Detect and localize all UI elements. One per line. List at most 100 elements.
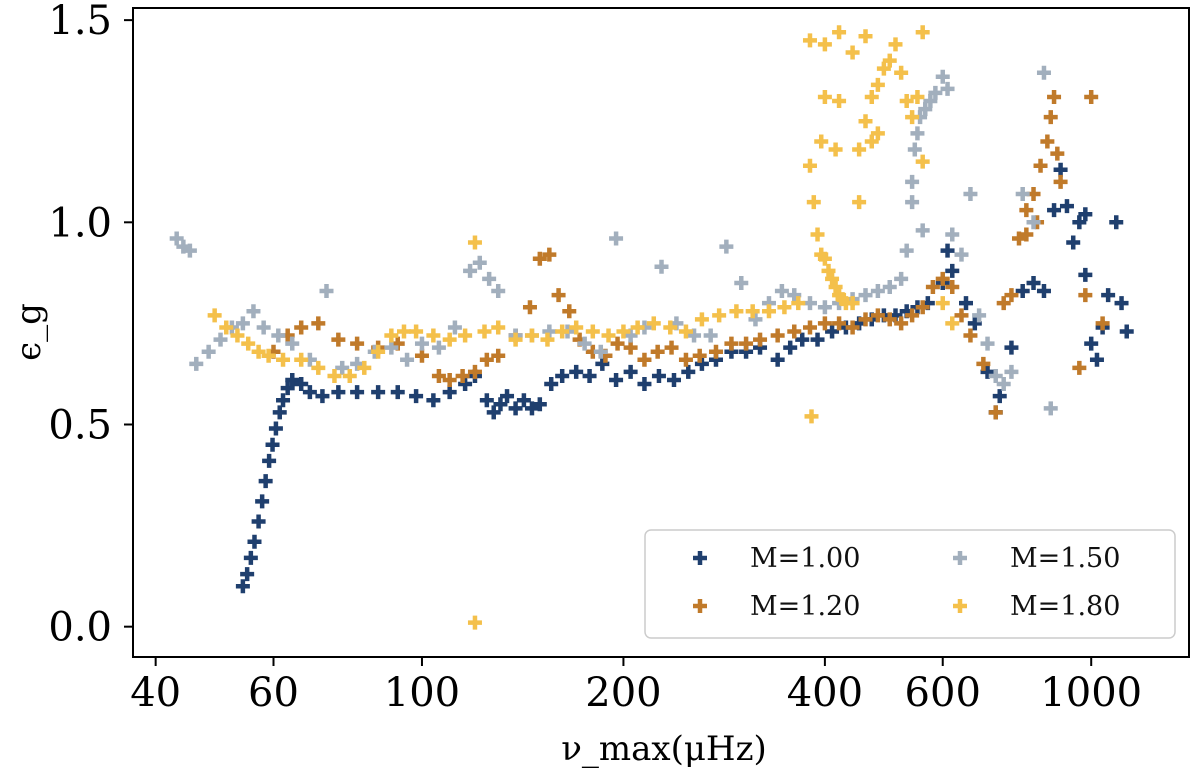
data-point: [331, 385, 346, 400]
data-point: [555, 368, 570, 383]
data-point: [748, 312, 763, 327]
data-point: [285, 373, 300, 388]
data-point: [703, 328, 718, 343]
data-point: [582, 368, 597, 383]
data-point: [791, 296, 806, 311]
data-point: [426, 328, 441, 343]
data-point: [1078, 267, 1093, 282]
data-point: [905, 174, 920, 189]
data-point: [319, 284, 334, 299]
data-point: [1047, 203, 1062, 218]
data-point: [845, 45, 860, 60]
x-tick-label: 200: [585, 670, 661, 716]
data-point: [821, 263, 836, 278]
data-point: [522, 300, 537, 315]
legend-label-m150: M=1.50: [1010, 543, 1120, 574]
data-point: [802, 33, 817, 48]
data-point: [491, 348, 506, 363]
data-point: [894, 65, 909, 80]
data-point: [678, 324, 693, 339]
data-point: [294, 352, 309, 367]
data-point: [350, 336, 365, 351]
data-point: [935, 69, 950, 84]
data-point: [905, 110, 920, 125]
data-point: [761, 304, 776, 319]
data-point: [817, 300, 832, 315]
data-point: [486, 405, 501, 420]
data-point: [858, 312, 873, 327]
data-point: [899, 243, 914, 258]
data-point: [610, 336, 625, 351]
data-point: [954, 247, 969, 262]
data-point: [967, 316, 982, 331]
data-point: [335, 360, 350, 375]
data-point: [524, 401, 539, 416]
data-point: [945, 227, 960, 242]
data-point: [1078, 288, 1093, 303]
legend-box: [644, 529, 1176, 639]
data-point: [482, 271, 497, 286]
data-point: [802, 320, 817, 335]
data-point: [1043, 110, 1058, 125]
data-point: [272, 405, 287, 420]
data-point: [169, 231, 184, 246]
data-point: [562, 304, 577, 319]
data-point: [1036, 284, 1051, 299]
data-point: [294, 320, 309, 335]
x-tick-label: 60: [248, 670, 299, 716]
data-point: [1011, 231, 1026, 246]
data-point: [858, 288, 873, 303]
data-point: [954, 308, 969, 323]
data-point: [246, 304, 261, 319]
data-point: [992, 389, 1007, 404]
data-point: [384, 328, 399, 343]
data-point: [1040, 134, 1055, 149]
data-point: [828, 280, 843, 295]
data-point: [770, 352, 785, 367]
data-point: [734, 275, 749, 290]
data-point: [935, 296, 950, 311]
data-point: [637, 352, 652, 367]
data-point: [753, 332, 768, 347]
data-point: [595, 356, 610, 371]
data-point: [1089, 352, 1104, 367]
data-point: [431, 368, 446, 383]
data-point: [802, 296, 817, 311]
legend-marker: [953, 599, 967, 613]
data-point: [870, 77, 885, 92]
data-point: [708, 344, 723, 359]
y-tick-label: 0.0: [48, 605, 112, 651]
data-point: [810, 332, 825, 347]
data-point: [664, 340, 679, 355]
data-point: [350, 385, 365, 400]
data-point: [882, 280, 897, 295]
data-point: [311, 316, 326, 331]
data-point: [882, 53, 897, 68]
data-point: [241, 336, 256, 351]
data-point: [479, 393, 494, 408]
data-point: [357, 360, 372, 375]
data-point: [996, 296, 1011, 311]
data-point: [774, 284, 789, 299]
data-point: [980, 336, 995, 351]
data-point: [925, 280, 940, 295]
data-point: [219, 320, 234, 335]
tick-marks: 40 60 100 200 400 600 1000 0.0 0.5 1.0 1.5: [48, 0, 1142, 716]
data-point: [623, 340, 638, 355]
data-point: [996, 377, 1011, 392]
data-point: [858, 29, 873, 44]
data-point: [817, 37, 832, 52]
data-point: [1114, 296, 1129, 311]
data-point: [795, 332, 810, 347]
data-point: [491, 284, 506, 299]
data-point: [832, 25, 847, 40]
data-point: [1066, 235, 1081, 250]
data-point: [899, 94, 914, 109]
legend-label-m100: M=1.00: [750, 543, 860, 574]
data-point: [294, 377, 309, 392]
data-point: [544, 377, 559, 392]
x-tick-label: 600: [905, 670, 981, 716]
data-point: [426, 393, 441, 408]
data-point: [409, 389, 424, 404]
data-point: [804, 409, 819, 424]
